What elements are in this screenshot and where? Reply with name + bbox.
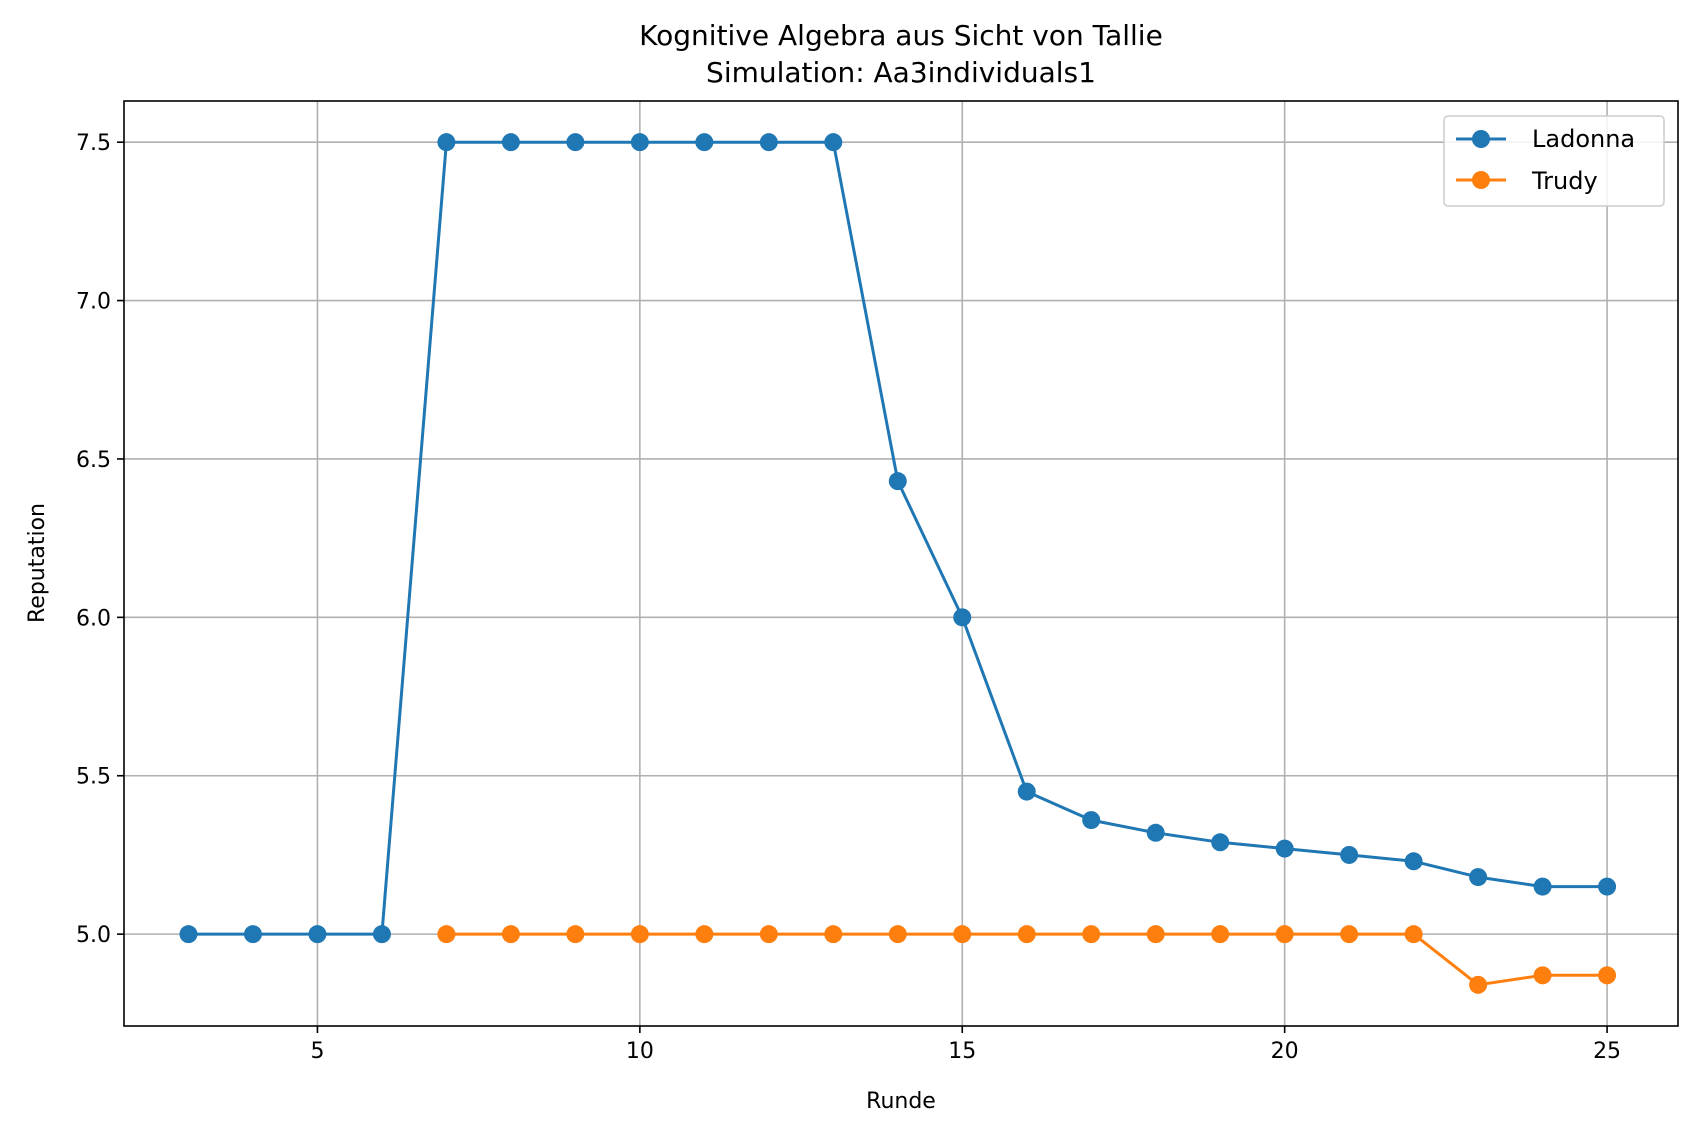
x-tick-label: 5	[310, 1039, 324, 1064]
data-point-ladonna	[1017, 782, 1036, 801]
data-point-ladonna	[953, 608, 972, 627]
data-point-ladonna	[1469, 868, 1488, 887]
legend-label-trudy: Trudy	[1531, 167, 1598, 195]
data-point-ladonna	[179, 925, 198, 944]
data-point-trudy	[759, 925, 778, 944]
data-point-trudy	[1211, 925, 1230, 944]
data-point-trudy	[1082, 925, 1101, 944]
data-point-ladonna	[566, 133, 585, 152]
data-point-trudy	[1469, 975, 1488, 994]
data-point-ladonna	[501, 133, 520, 152]
y-axis-label: Reputation	[25, 503, 50, 623]
x-axis-label: Runde	[866, 1089, 936, 1114]
data-point-ladonna	[1211, 833, 1230, 852]
data-point-trudy	[1533, 966, 1552, 985]
data-point-trudy	[1598, 966, 1617, 985]
plot-frame	[123, 100, 1679, 1027]
data-point-ladonna	[243, 925, 262, 944]
data-point-ladonna	[1146, 823, 1165, 842]
y-tick-label: 6.5	[76, 448, 111, 473]
chart-subtitle: Simulation: Aa3individuals1	[706, 56, 1096, 89]
x-tick-label: 15	[948, 1039, 976, 1064]
data-series	[179, 133, 1617, 994]
axis-ticks: 5 10 15 20 25 5.0 5.5 6.0 6.5 7.0 7.5	[76, 131, 1621, 1064]
y-tick-label: 5.5	[76, 765, 111, 790]
data-point-trudy	[824, 925, 843, 944]
data-point-ladonna	[1082, 811, 1101, 830]
data-point-ladonna	[888, 472, 907, 491]
x-tick-label: 20	[1271, 1039, 1299, 1064]
data-point-ladonna	[1275, 839, 1294, 858]
data-point-trudy	[630, 925, 649, 944]
data-point-trudy	[501, 925, 520, 944]
legend-swatch-marker-trudy	[1472, 171, 1490, 189]
data-point-ladonna	[1404, 852, 1423, 871]
data-point-trudy	[1275, 925, 1294, 944]
data-point-trudy	[1017, 925, 1036, 944]
legend-swatch-marker-ladonna	[1472, 130, 1490, 148]
x-tick-label: 25	[1593, 1039, 1621, 1064]
data-point-ladonna	[437, 133, 456, 152]
data-point-ladonna	[1598, 877, 1617, 896]
data-point-ladonna	[1533, 877, 1552, 896]
data-point-trudy	[1146, 925, 1165, 944]
data-point-trudy	[1340, 925, 1359, 944]
y-tick-label: 7.0	[76, 290, 111, 315]
y-tick-label: 7.5	[76, 131, 111, 156]
data-point-ladonna	[372, 925, 391, 944]
data-point-ladonna	[824, 133, 843, 152]
data-point-trudy	[437, 925, 456, 944]
data-point-trudy	[695, 925, 714, 944]
y-tick-label: 6.0	[76, 606, 111, 631]
data-point-ladonna	[630, 133, 649, 152]
data-point-trudy	[953, 925, 972, 944]
data-point-ladonna	[1340, 845, 1359, 864]
data-point-trudy	[566, 925, 585, 944]
legend: Ladonna Trudy	[1443, 115, 1665, 207]
data-point-trudy	[888, 925, 907, 944]
data-point-ladonna	[308, 925, 327, 944]
chart-title: Kognitive Algebra aus Sicht von Tallie	[639, 19, 1163, 52]
data-point-ladonna	[759, 133, 778, 152]
data-point-trudy	[1404, 925, 1423, 944]
legend-label-ladonna: Ladonna	[1532, 125, 1635, 153]
x-tick-label: 10	[626, 1039, 654, 1064]
y-tick-label: 5.0	[76, 923, 111, 948]
data-point-ladonna	[695, 133, 714, 152]
